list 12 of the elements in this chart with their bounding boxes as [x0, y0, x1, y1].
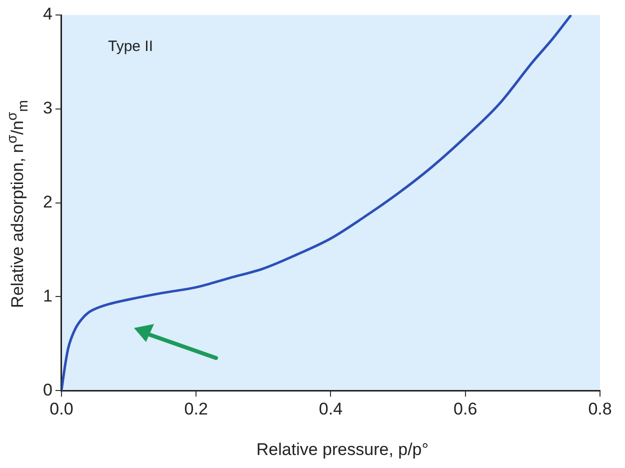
y-tick-label: 0 [42, 380, 52, 400]
annotation: Type II [108, 38, 154, 55]
x-tick-label: 0.4 [318, 399, 343, 418]
x-tick-label: 0.6 [454, 399, 478, 418]
y-tick-label: 3 [42, 98, 52, 118]
y-tick-label: 4 [42, 4, 52, 24]
x-tick-label: 0.2 [184, 399, 208, 418]
x-tick-label: 0.8 [588, 399, 612, 418]
x-tick-label: 0.0 [50, 399, 74, 418]
y-tick-label: 1 [42, 286, 52, 306]
y-tick-label: 2 [42, 192, 52, 212]
x-axis-title: Relative pressure, p/p° [255, 440, 430, 460]
